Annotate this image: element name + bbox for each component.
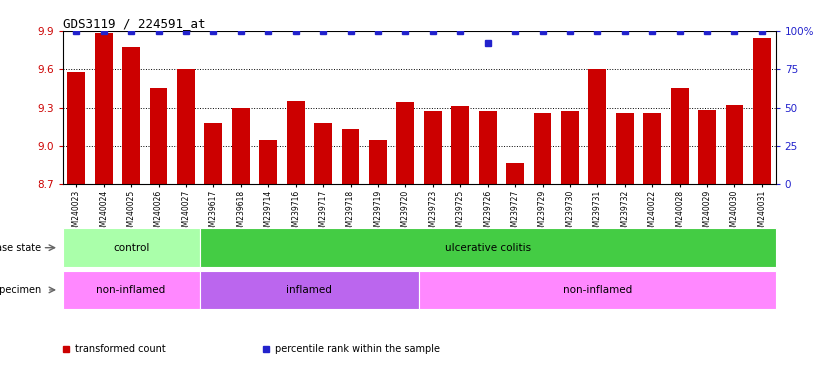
Bar — [199, 228, 776, 267]
Text: disease state: disease state — [0, 243, 41, 253]
Bar — [589, 69, 606, 184]
Bar — [479, 111, 496, 184]
Text: GDS3119 / 224591_at: GDS3119 / 224591_at — [63, 17, 205, 30]
Bar — [726, 105, 743, 184]
Text: non-inflamed: non-inflamed — [563, 285, 632, 295]
Bar — [671, 88, 689, 184]
Bar — [68, 72, 85, 184]
Bar — [63, 228, 199, 267]
Bar — [534, 113, 551, 184]
Text: percentile rank within the sample: percentile rank within the sample — [275, 344, 440, 354]
Bar — [149, 88, 168, 184]
Bar — [369, 139, 387, 184]
Bar — [95, 33, 113, 184]
Text: transformed count: transformed count — [75, 344, 166, 354]
Bar — [342, 129, 359, 184]
Text: inflamed: inflamed — [286, 285, 332, 295]
Bar — [287, 101, 304, 184]
Text: control: control — [113, 243, 149, 253]
Bar — [314, 123, 332, 184]
Text: ulcerative colitis: ulcerative colitis — [445, 243, 530, 253]
Bar — [199, 271, 420, 309]
Bar — [506, 162, 524, 184]
Text: non-inflamed: non-inflamed — [97, 285, 166, 295]
Bar — [561, 111, 579, 184]
Bar — [643, 113, 661, 184]
Bar — [259, 139, 277, 184]
Bar — [232, 108, 249, 184]
Text: specimen: specimen — [0, 285, 41, 295]
Bar — [123, 47, 140, 184]
Bar — [63, 271, 199, 309]
Bar — [451, 106, 470, 184]
Bar — [753, 38, 771, 184]
Bar — [424, 111, 442, 184]
Bar — [177, 69, 195, 184]
Bar — [615, 113, 634, 184]
Bar — [698, 110, 716, 184]
Bar — [396, 103, 414, 184]
Bar — [204, 123, 223, 184]
Bar — [420, 271, 776, 309]
